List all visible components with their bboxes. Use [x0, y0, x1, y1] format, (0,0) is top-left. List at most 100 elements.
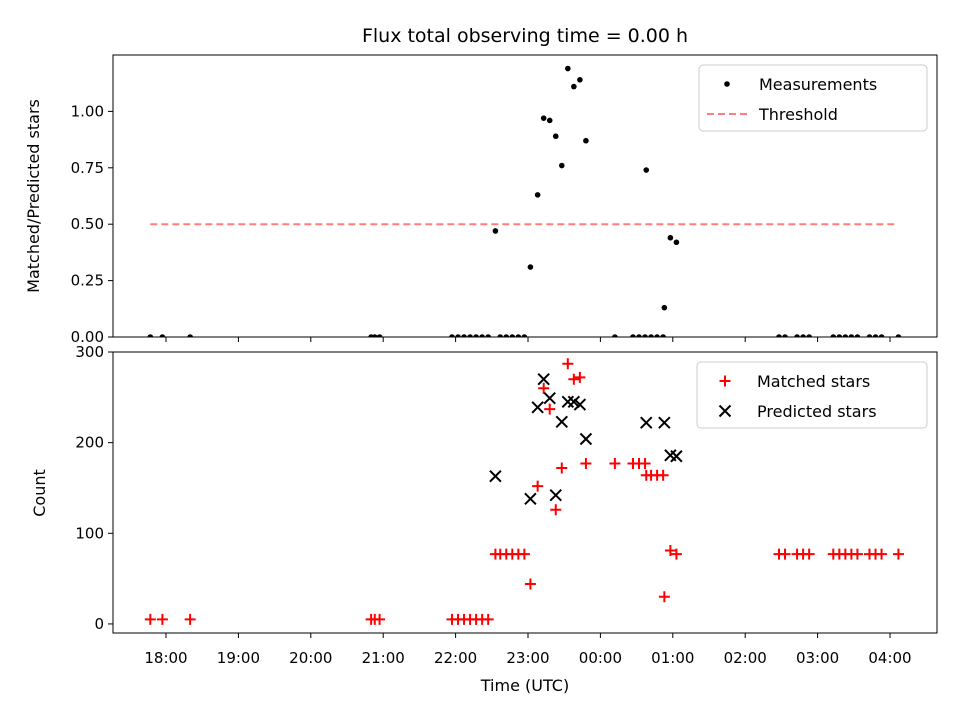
measurement-point	[571, 83, 577, 90]
matched-star-point	[876, 548, 888, 560]
matched-star-point	[670, 548, 682, 560]
y-tick-label: 0	[94, 615, 104, 633]
x-tick-label: 22:00	[434, 649, 477, 667]
matched-star-point	[524, 578, 536, 590]
predicted-star-point	[543, 392, 556, 405]
measurement-point	[467, 334, 473, 337]
measurement-point	[515, 334, 522, 337]
legend-box	[696, 361, 928, 429]
predicted-star-point	[573, 398, 587, 411]
measurement-point	[878, 334, 885, 337]
measurement-point	[612, 334, 618, 337]
matched-star-point	[568, 373, 580, 385]
matched-star-point	[556, 462, 568, 474]
y-tick-label: 0.25	[71, 272, 104, 290]
legend-label: Predicted stars	[757, 402, 877, 421]
measurement-point	[473, 334, 479, 337]
predicted-star-point	[489, 469, 502, 483]
matched-star-point	[657, 469, 669, 481]
matched-star-point	[550, 504, 562, 516]
x-tick-label: 23:00	[506, 649, 549, 667]
predicted-star-point	[549, 489, 562, 502]
predicted-star-point	[561, 395, 575, 409]
predicted-star-point	[555, 415, 568, 429]
measurement-point	[776, 334, 782, 337]
x-tick-label: 18:00	[144, 649, 187, 667]
y-tick-label: 0.75	[71, 159, 104, 177]
axes-frame-0	[112, 54, 938, 338]
measurement-point	[830, 334, 837, 337]
matched-star-point	[156, 613, 168, 625]
x-tick-label: 20:00	[289, 649, 332, 667]
measurement-point	[565, 65, 571, 72]
measurement-point	[794, 334, 800, 337]
matched-star-point	[609, 457, 621, 469]
x-tick-label: 04:00	[868, 649, 911, 667]
measurement-point	[558, 162, 565, 169]
matched-star-point	[538, 382, 550, 394]
measurement-point	[461, 334, 467, 337]
predicted-star-point	[531, 401, 544, 414]
predicted-star-point	[670, 450, 683, 463]
matched-star-point	[374, 613, 386, 625]
matched-star-point	[892, 548, 904, 560]
matched-star-point	[664, 545, 676, 557]
measurement-point	[527, 264, 534, 270]
measurement-point	[583, 137, 589, 144]
matched-star-point	[803, 548, 815, 560]
x-tick-label: 21:00	[362, 649, 405, 667]
measurement-point	[630, 334, 636, 337]
measurement-point	[492, 228, 499, 234]
measurement-point	[895, 334, 902, 337]
measurement-point	[806, 334, 812, 337]
measurement-point	[540, 115, 547, 121]
measurement-point	[509, 334, 516, 337]
measurement-point	[147, 334, 154, 337]
measurement-point	[371, 334, 378, 337]
measurement-point	[577, 77, 583, 83]
x-tick-label: 19:00	[217, 649, 260, 667]
measurement-point	[673, 239, 680, 246]
measurement-point	[782, 334, 788, 337]
measurement-point	[848, 334, 855, 337]
bottom-y-axis-label: Count	[30, 469, 49, 517]
matched-star-point	[482, 613, 494, 625]
measurement-point	[667, 234, 674, 241]
plot-area-1	[144, 358, 904, 625]
y-tick-label: 200	[75, 434, 104, 452]
x-tick-label: 03:00	[796, 649, 839, 667]
measurement-point	[187, 334, 193, 337]
measurement-point	[552, 133, 559, 140]
matched-star-point	[658, 591, 670, 603]
matched-star-point	[518, 548, 530, 560]
measurement-point	[521, 334, 528, 337]
measurement-point	[449, 334, 455, 337]
measurement-point	[648, 334, 654, 337]
measurement-point	[800, 334, 806, 337]
y-tick-label: 300	[75, 343, 104, 361]
measurement-point	[479, 334, 485, 337]
measurement-point	[643, 167, 650, 173]
legend-marker-matched	[719, 375, 731, 387]
matched-star-point	[851, 548, 863, 560]
measurement-point	[642, 334, 648, 337]
measurement-point	[497, 334, 504, 337]
measurement-point	[503, 334, 510, 337]
top-y-axis-label: Matched/Predicted stars	[24, 99, 43, 293]
matched-star-point	[544, 403, 556, 415]
legend-marker-predicted	[718, 404, 732, 418]
measurement-point	[854, 334, 861, 337]
x-tick-label: 01:00	[651, 649, 694, 667]
predicted-star-point	[579, 432, 593, 446]
top-panel: 0.00 0.25 0.50 0.75 1.00 Measurements Threshol…	[71, 54, 938, 346]
measurement-point	[546, 117, 553, 124]
measurement-point	[660, 334, 666, 337]
axes-frame-1	[112, 351, 938, 634]
matched-star-point	[639, 457, 651, 469]
predicted-star-point	[537, 372, 550, 386]
x-tick-label: 00:00	[579, 649, 622, 667]
measurement-point	[872, 334, 879, 337]
legend-label: Matched stars	[757, 372, 870, 391]
legend-label: Threshold	[758, 105, 838, 124]
